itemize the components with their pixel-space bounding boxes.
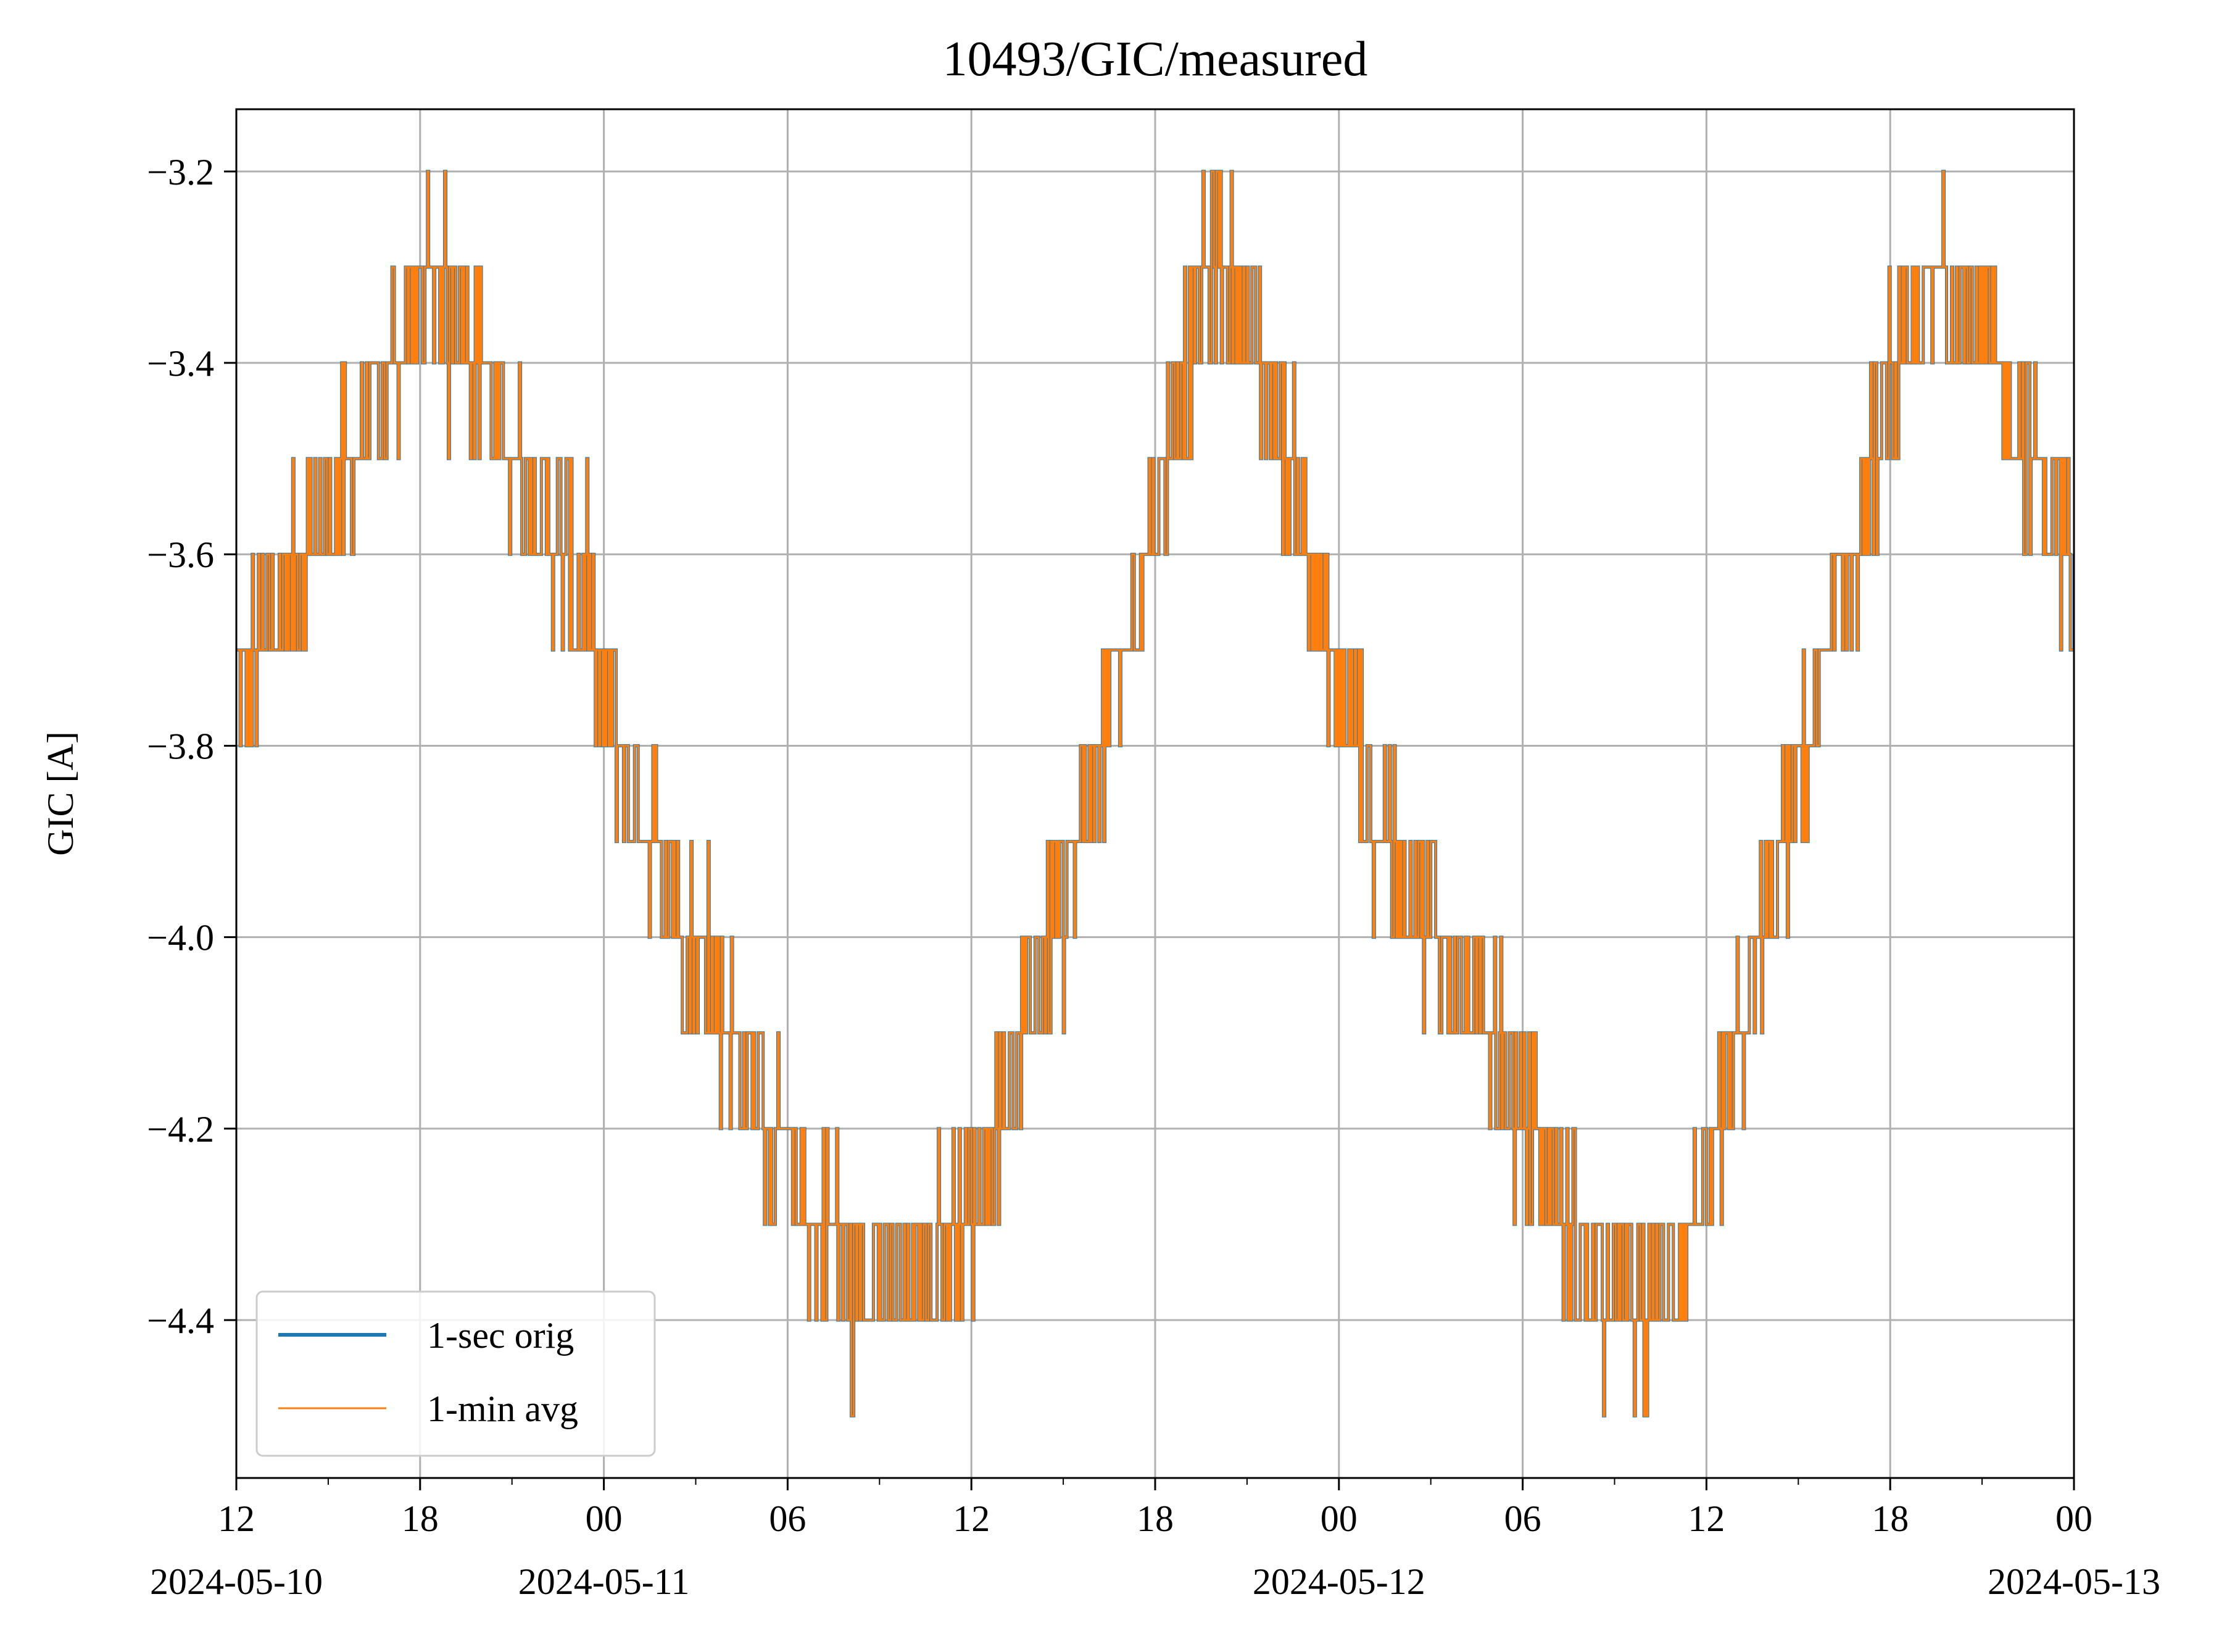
y-tick-label: −4.2 [147,1109,214,1150]
x-tick-label: 06 [769,1498,806,1539]
x-date-label: 2024-05-12 [1253,1561,1425,1602]
y-tick-label: −3.6 [147,534,214,575]
x-axis: 12 2024-05-10 18 00 2024-05-11 06 12 18 00 2024-0… [150,1478,2160,1602]
x-tick-label: 12 [953,1498,990,1539]
legend-label-1-sec-orig: 1-sec orig [427,1315,574,1356]
x-date-label: 2024-05-11 [518,1561,690,1602]
x-tick-label: 00 [586,1498,623,1539]
x-tick-label: 00 [2055,1498,2092,1539]
series-line-1-min-avg [236,170,2074,1417]
x-tick-label: 18 [1137,1498,1174,1539]
x-tick-label: 18 [402,1498,439,1539]
x-date-label: 2024-05-10 [150,1561,323,1602]
x-tick-label: 00 [1321,1498,1358,1539]
x-tick-label: 12 [1688,1498,1725,1539]
x-tick-label: 12 [218,1498,255,1539]
y-tick-label: −4.0 [147,918,214,958]
y-tick-label: −3.2 [147,152,214,193]
y-tick-label: −3.8 [147,726,214,766]
y-axis-label: GIC [A] [40,731,81,856]
legend: 1-sec orig 1-min avg [255,1290,656,1457]
y-tick-label: −3.4 [147,343,214,384]
x-tick-label: 06 [1504,1498,1541,1539]
x-tick-label: 18 [1872,1498,1909,1539]
legend-label-1-min-avg: 1-min avg [427,1388,578,1429]
y-axis: −3.2 −3.4 −3.6 −3.8 −4.0 −4.2 −4.4 [147,152,236,1341]
chart-title: 10493/GIC/measured [943,32,1368,86]
series-layer [236,170,2074,1417]
y-tick-label: −4.4 [147,1300,214,1341]
legend-box [255,1290,656,1457]
x-date-label: 2024-05-13 [1988,1561,2160,1602]
